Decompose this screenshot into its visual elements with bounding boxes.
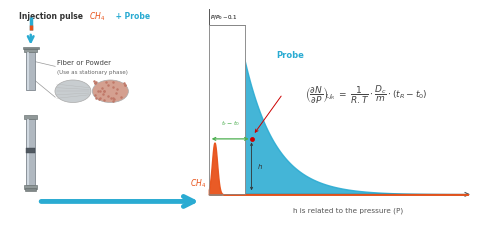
Ellipse shape — [92, 80, 129, 102]
Text: Injection pulse: Injection pulse — [19, 12, 86, 21]
Text: Probe: Probe — [276, 51, 304, 60]
Text: + Probe: + Probe — [113, 12, 150, 21]
Text: $\left(\dfrac{\partial N}{\partial P}\right)_{\!\!LJ_R}$$\;=\;\dfrac{1}{R.T}\cdo: $\left(\dfrac{\partial N}{\partial P}\ri… — [305, 84, 427, 106]
Bar — [27, 118, 29, 185]
Bar — [24, 185, 37, 189]
Bar — [24, 115, 37, 118]
Bar — [26, 148, 35, 153]
Text: $\it{CH_4}$: $\it{CH_4}$ — [190, 177, 206, 190]
Text: $h$: $h$ — [257, 162, 264, 171]
Bar — [26, 118, 35, 185]
Text: $t_r - t_0$: $t_r - t_0$ — [221, 119, 240, 128]
Bar — [27, 52, 29, 90]
Bar — [26, 52, 35, 90]
Bar — [24, 48, 37, 52]
Bar — [209, 25, 245, 194]
Bar — [209, 25, 245, 194]
Text: $P/P_0$ ~0.1: $P/P_0$ ~0.1 — [210, 13, 238, 22]
Text: $P/P_0$ ~0.1: $P/P_0$ ~0.1 — [210, 13, 238, 22]
Bar — [23, 47, 39, 49]
Text: h is related to the pressure (P): h is related to the pressure (P) — [293, 208, 403, 214]
Text: (Use as stationary phase): (Use as stationary phase) — [57, 70, 128, 75]
Ellipse shape — [55, 80, 91, 102]
Bar — [25, 188, 36, 191]
Bar — [209, 25, 245, 194]
Text: Fiber or Powder: Fiber or Powder — [57, 60, 110, 66]
Text: $\it{CH_4}$: $\it{CH_4}$ — [89, 10, 105, 23]
